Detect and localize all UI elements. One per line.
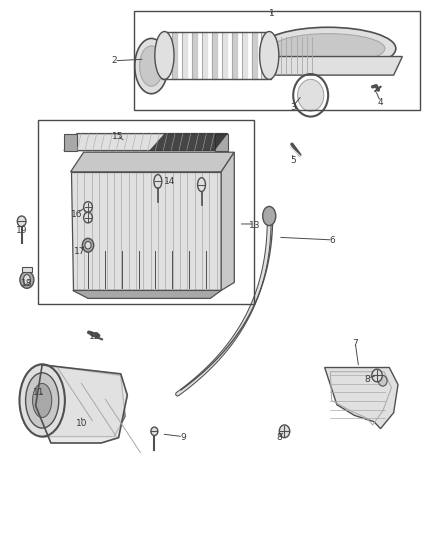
Polygon shape [64,134,77,151]
Bar [38,120,254,304]
Text: 15: 15 [112,132,124,141]
Polygon shape [325,368,398,429]
Ellipse shape [32,383,52,417]
Ellipse shape [151,427,158,435]
Text: 9: 9 [180,433,186,442]
Ellipse shape [279,425,290,438]
Ellipse shape [154,174,162,188]
Text: 6: 6 [330,237,336,246]
Text: 3: 3 [290,102,296,111]
Ellipse shape [272,34,385,63]
Text: 8: 8 [364,375,370,384]
Text: 8: 8 [276,433,282,442]
Polygon shape [71,152,234,172]
Polygon shape [73,290,221,298]
Ellipse shape [297,79,324,111]
Polygon shape [64,134,228,151]
Text: 12: 12 [89,332,100,341]
Ellipse shape [155,31,174,79]
Text: 18: 18 [21,279,33,288]
Ellipse shape [135,38,168,94]
Text: 4: 4 [378,98,383,107]
Polygon shape [71,172,221,290]
Ellipse shape [85,241,91,249]
Ellipse shape [84,201,92,212]
Text: 7: 7 [352,339,358,348]
Text: 2: 2 [111,56,117,65]
Ellipse shape [19,365,65,437]
Ellipse shape [263,206,276,225]
Text: 14: 14 [164,177,176,186]
Bar [21,267,32,272]
Text: 10: 10 [76,419,87,428]
Bar [134,11,420,110]
Ellipse shape [378,375,387,386]
Ellipse shape [17,216,26,227]
Ellipse shape [23,274,30,285]
Text: 11: 11 [33,388,45,397]
Text: 1: 1 [268,10,274,19]
Text: 13: 13 [249,221,261,230]
Ellipse shape [82,238,94,252]
Polygon shape [35,365,127,443]
Polygon shape [42,365,125,437]
Polygon shape [149,134,228,151]
Polygon shape [263,56,403,75]
Ellipse shape [140,46,163,86]
Polygon shape [215,134,228,151]
Ellipse shape [372,369,382,382]
Bar [162,31,272,79]
Text: 16: 16 [71,210,83,219]
Polygon shape [221,152,234,290]
Ellipse shape [198,177,205,191]
Ellipse shape [260,31,279,79]
Ellipse shape [20,271,34,288]
Ellipse shape [84,212,92,223]
Text: 5: 5 [290,156,296,165]
Ellipse shape [261,27,396,70]
Ellipse shape [25,373,59,428]
Text: 19: 19 [16,226,28,235]
Text: 17: 17 [74,247,85,256]
